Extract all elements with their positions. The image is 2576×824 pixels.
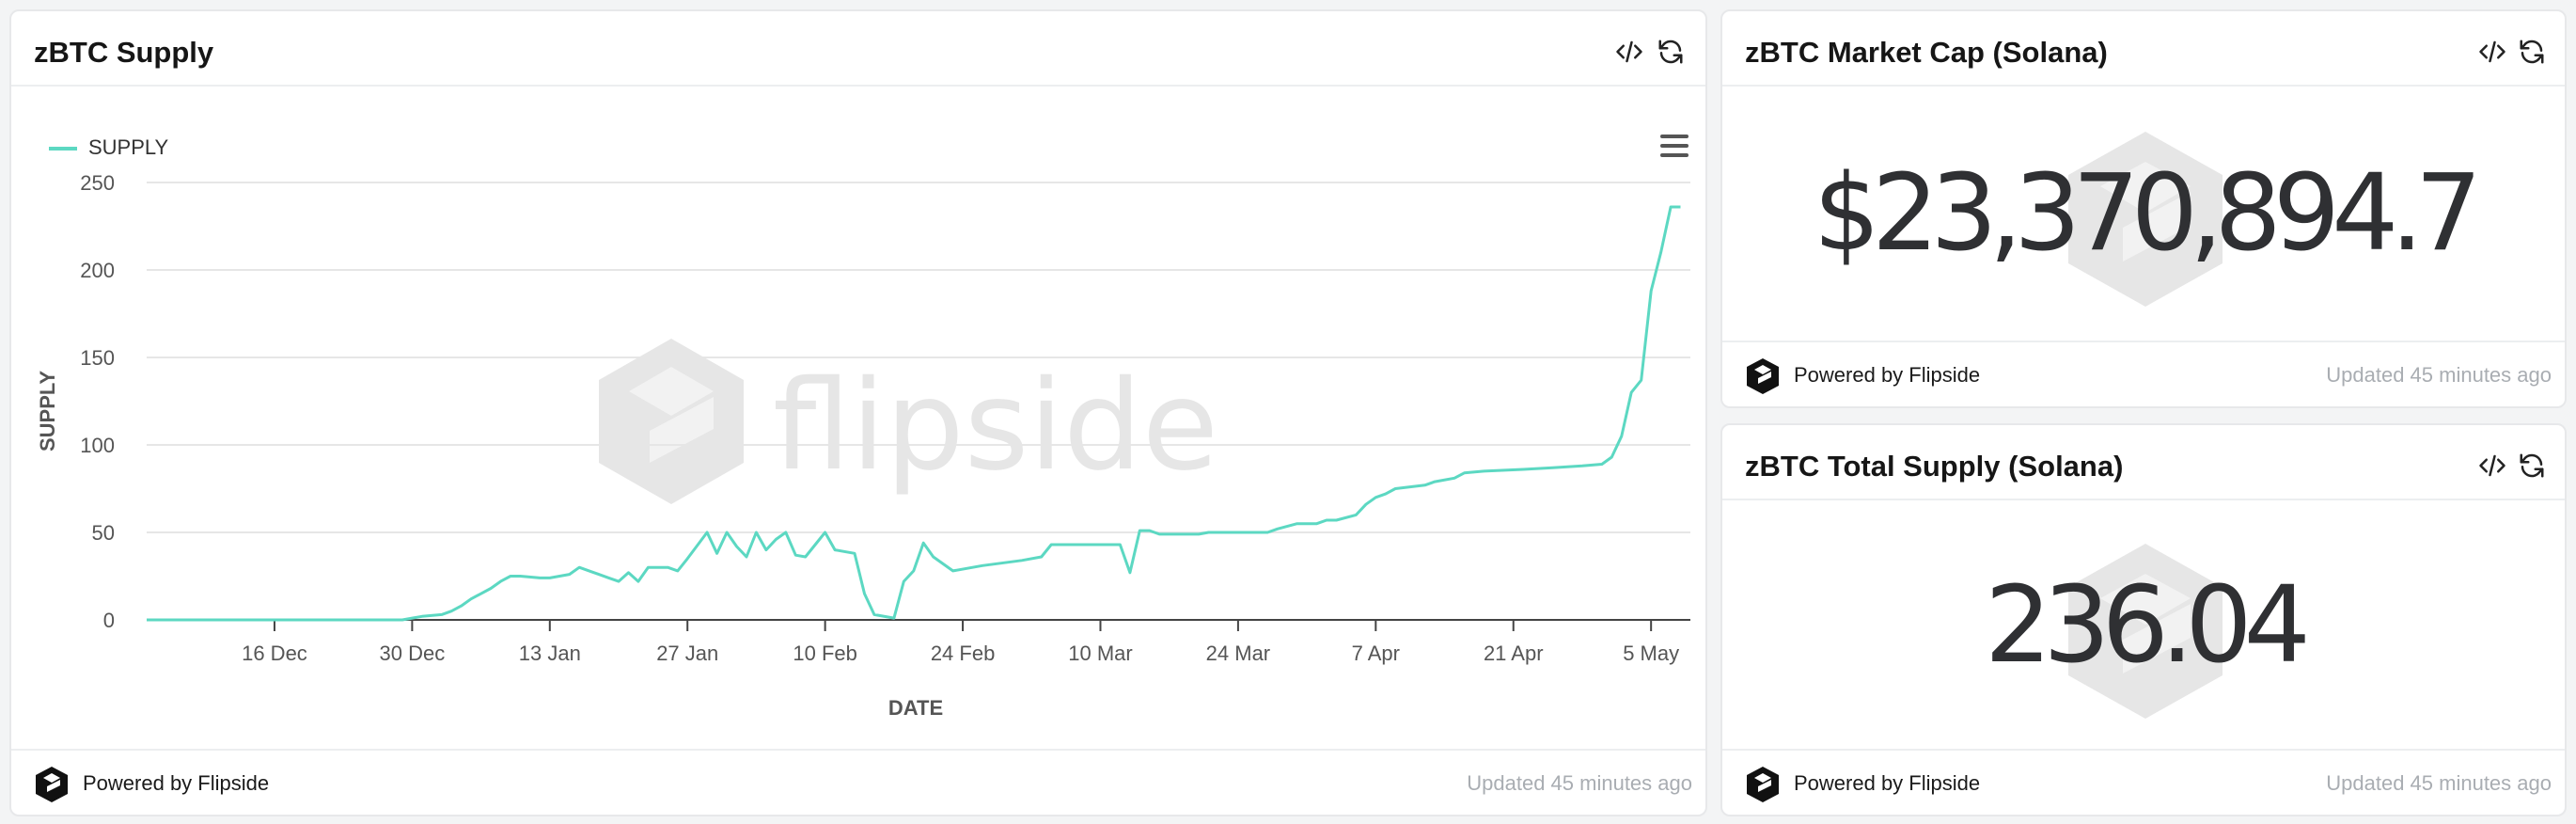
x-axis-ticks: 16 Dec 30 Dec 13 Jan 27 Jan 10 Feb 24 Feb 10 M… (242, 620, 1679, 665)
hamburger-menu-icon[interactable] (1658, 132, 1690, 160)
card-footer: Powered by Flipside Updated 45 minutes a… (1722, 341, 2565, 406)
powered-by-flipside-link[interactable]: Powered by Flipside (83, 771, 270, 795)
flipside-logo-icon (1747, 767, 1779, 802)
flipside-watermark-icon (2068, 132, 2223, 307)
powered-by-flipside-link[interactable]: Powered by Flipside (1794, 363, 1981, 387)
card-header: zBTC Market Cap (Solana) (1722, 11, 2565, 87)
flipside-watermark: flipside (599, 339, 1218, 504)
flipside-logo-icon (1747, 358, 1779, 394)
x-tick-label: 10 Feb (793, 642, 857, 665)
x-tick-label: 24 Mar (1206, 642, 1270, 665)
y-axis-ticks: 0 50 100 150 200 250 (80, 171, 115, 632)
card-title: zBTC Supply (34, 36, 214, 69)
total-supply-value: 236.04 (1985, 564, 2311, 687)
watermark-text: flipside (773, 354, 1218, 499)
x-tick-label: 27 Jan (656, 642, 718, 665)
code-icon[interactable] (1615, 38, 1643, 66)
updated-timestamp: Updated 45 minutes ago (1467, 771, 1692, 795)
total-supply-card: zBTC Total Supply (Solana) 236.04 Powere… (1720, 423, 2567, 816)
x-tick-label: 13 Jan (519, 642, 581, 665)
powered-by-flipside-link[interactable]: Powered by Flipside (1794, 771, 1981, 795)
flipside-logo-icon (36, 767, 68, 802)
x-tick-label: 7 Apr (1352, 642, 1400, 665)
x-tick-label: 21 Apr (1484, 642, 1544, 665)
y-tick-label: 200 (80, 259, 115, 282)
flipside-watermark-icon (2068, 544, 2223, 719)
legend-label: SUPPLY (88, 135, 169, 159)
x-tick-label: 30 Dec (380, 642, 446, 665)
y-tick-label: 0 (103, 609, 115, 632)
refresh-icon[interactable] (1657, 38, 1685, 66)
x-tick-label: 24 Feb (931, 642, 996, 665)
series-line-supply[interactable] (147, 205, 1681, 622)
x-tick-label: 16 Dec (242, 642, 307, 665)
y-tick-label: 100 (80, 434, 115, 457)
x-tick-label: 10 Mar (1068, 642, 1132, 665)
y-tick-label: 150 (80, 346, 115, 370)
refresh-icon[interactable] (2518, 38, 2546, 66)
y-axis-title: SUPPLY (36, 371, 59, 452)
updated-timestamp: Updated 45 minutes ago (2326, 771, 2552, 795)
card-header: zBTC Total Supply (Solana) (1722, 425, 2565, 500)
series-layer (147, 205, 1681, 622)
market-cap-value: $23,370,894.7 (1813, 152, 2482, 275)
card-title: zBTC Total Supply (Solana) (1745, 450, 2124, 483)
updated-timestamp: Updated 45 minutes ago (2326, 363, 2552, 387)
legend-swatch (49, 147, 77, 151)
y-tick-label: 250 (80, 171, 115, 195)
code-icon[interactable] (2478, 38, 2506, 66)
market-cap-card: zBTC Market Cap (Solana) $23,370,894.7 P… (1720, 9, 2567, 408)
x-axis-title: DATE (888, 696, 943, 720)
card-footer: Powered by Flipside Updated 45 minutes a… (11, 749, 1705, 815)
card-title: zBTC Market Cap (Solana) (1745, 36, 2108, 69)
code-icon[interactable] (2478, 452, 2506, 480)
refresh-icon[interactable] (2518, 452, 2546, 480)
x-tick-label: 5 May (1623, 642, 1679, 665)
y-tick-label: 50 (92, 521, 115, 545)
card-header: zBTC Supply (11, 11, 1705, 87)
supply-chart-card: zBTC Supply flipside 0 50 100 150 200 250 16 (9, 9, 1707, 816)
supply-line-chart: flipside 0 50 100 150 200 250 16 Dec 30 Dec 13 … (36, 171, 1690, 720)
card-footer: Powered by Flipside Updated 45 minutes a… (1722, 749, 2565, 815)
